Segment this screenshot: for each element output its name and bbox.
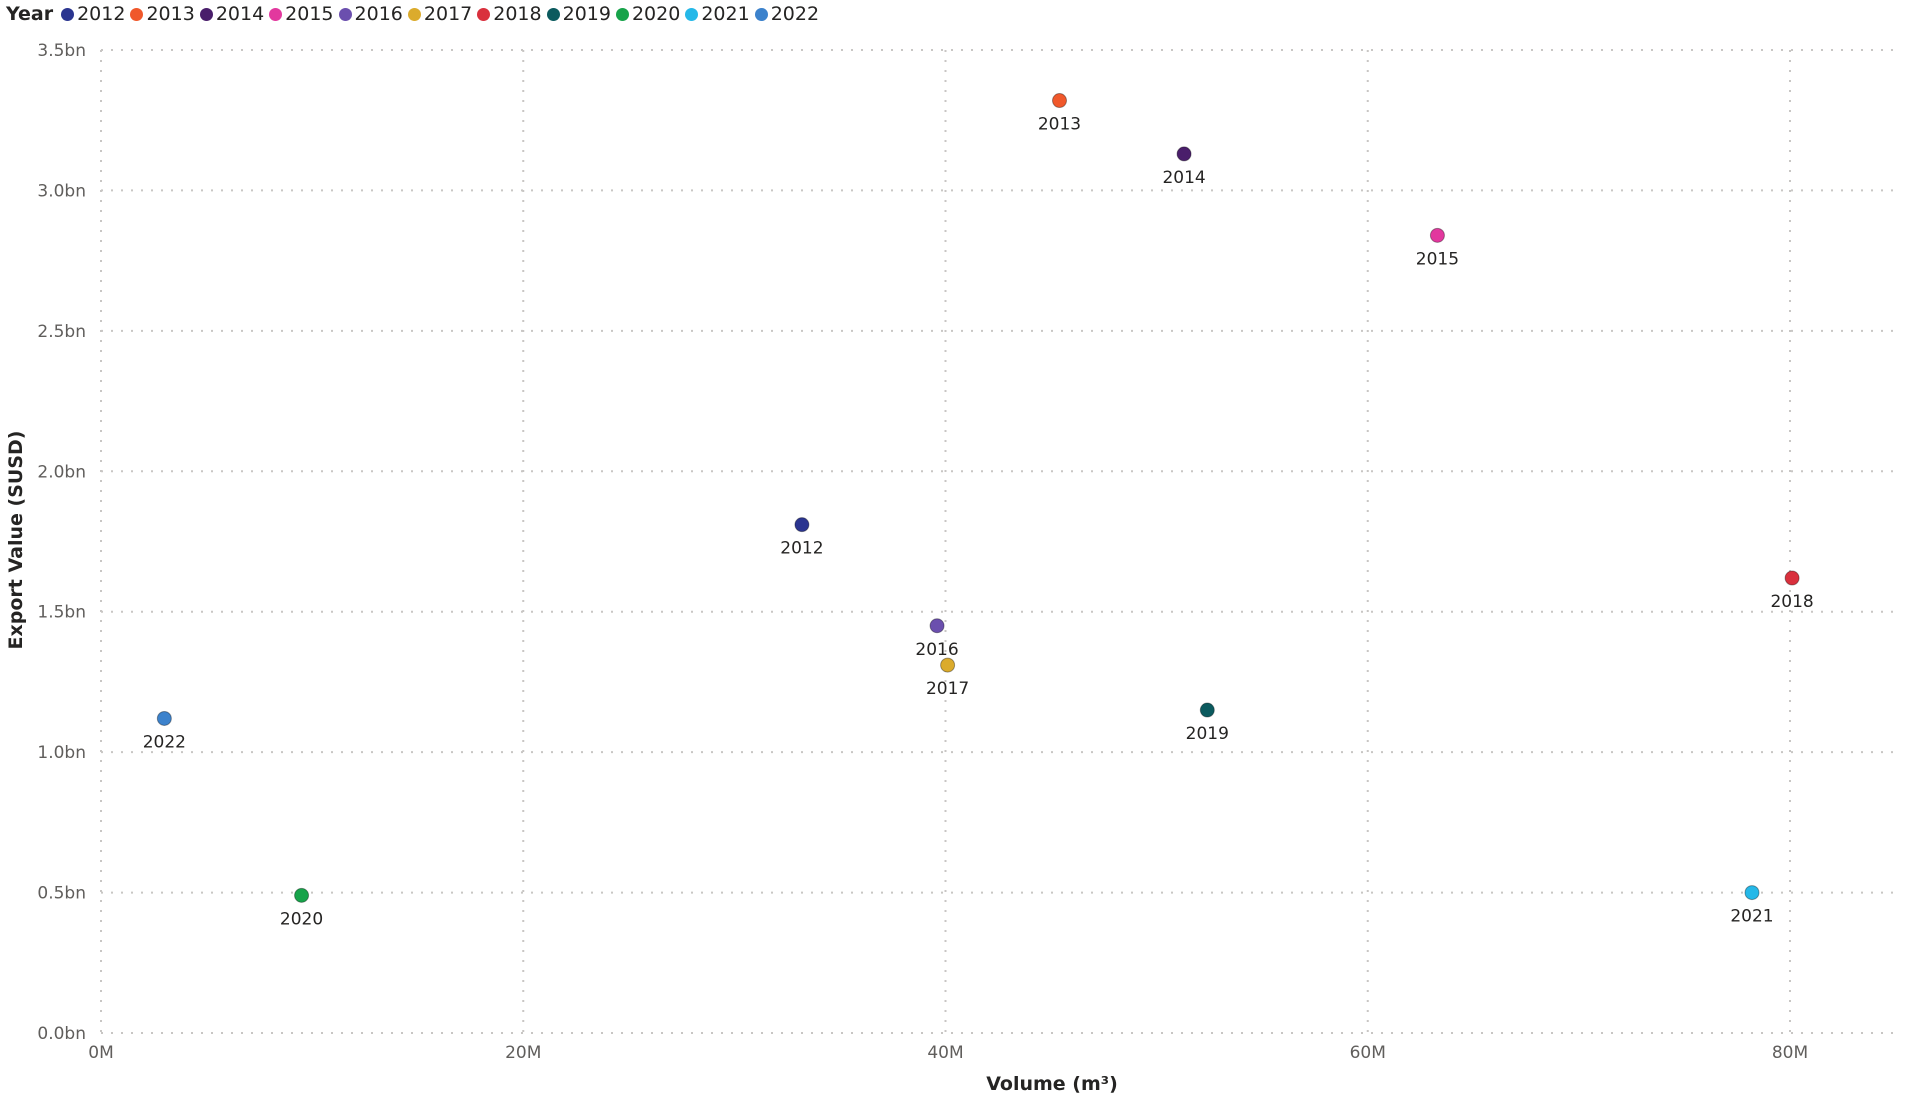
chart-legend: Year 2012 2013 2014 2015 2016 2017 2018 2019 202… [6,2,824,26]
y-tick-label: 0.5bn [37,884,86,904]
legend-item-2018[interactable]: 2018 [477,3,542,25]
point-label: 2019 [1186,724,1229,744]
point-marker[interactable] [940,657,956,673]
legend-label: 2022 [770,3,820,25]
y-tick-label: 1.5bn [37,603,86,623]
y-axis-label: Export Value (SUSD) [5,431,27,650]
data-point-2016[interactable]: 2016 [915,618,959,660]
legend-item-2017[interactable]: 2017 [407,3,473,25]
point-marker[interactable] [1429,227,1445,243]
data-point-2015[interactable]: 2015 [1416,227,1459,269]
data-point-2017[interactable]: 2017 [926,657,969,699]
legend-marker-icon [477,7,491,21]
x-tick-label: 60M [1350,1043,1386,1063]
point-marker[interactable] [156,710,172,726]
legend-label: 2012 [77,3,126,25]
legend-item-2013[interactable]: 2013 [130,3,195,25]
x-tick-label: 80M [1772,1043,1808,1063]
legend-label: 2016 [354,3,403,25]
legend-label: 2019 [562,3,611,25]
legend-label: 2014 [215,3,265,25]
point-marker[interactable] [1744,885,1760,901]
x-axis-label: Volume (m³) [986,1073,1118,1095]
point-label: 2018 [1770,592,1813,612]
point-label: 2021 [1730,907,1773,927]
legend-label: 2015 [285,3,334,25]
gridlines [100,49,1900,1034]
legend-item-2016[interactable]: 2016 [338,3,403,25]
data-point-2013[interactable]: 2013 [1038,93,1081,135]
data-point-2019[interactable]: 2019 [1186,702,1229,744]
x-tick-label: 0M [88,1043,113,1063]
legend-marker-icon [61,7,75,21]
point-label: 2020 [280,909,323,929]
point-label: 2016 [915,640,958,660]
point-label: 2015 [1416,249,1459,269]
point-marker[interactable] [1052,93,1068,109]
y-tick-label: 3.0bn [37,181,86,201]
legend-marker-icon [615,7,629,21]
point-marker[interactable] [1176,146,1192,162]
legend-marker-icon [199,7,213,21]
y-tick-label: 2.0bn [37,462,86,482]
legend-marker-icon [338,7,352,21]
legend-marker-icon [685,7,699,21]
data-points: 2012 2013 2014 2015 2016 2017 2018 2019 2020 2021… [143,93,1814,929]
legend-items: 2012 2013 2014 2015 2016 2017 2018 2019 2020 2021… [61,3,824,25]
legend-item-2022[interactable]: 2022 [754,3,820,25]
legend-item-2014[interactable]: 2014 [199,3,265,25]
legend-item-2021[interactable]: 2021 [685,3,750,25]
legend-marker-icon [546,7,560,21]
data-point-2014[interactable]: 2014 [1162,146,1206,188]
legend-marker-icon [407,7,421,21]
legend-label: 2020 [631,3,681,25]
legend-label: 2018 [493,3,542,25]
x-axis-ticks: 0M 20M 40M 60M 80M [88,1043,1808,1063]
y-tick-label: 3.5bn [37,41,86,61]
point-marker[interactable] [294,887,310,903]
data-point-2021[interactable]: 2021 [1730,885,1774,927]
legend-title: Year [6,3,54,25]
legend-marker-icon [130,7,144,21]
legend-marker-icon [269,7,283,21]
data-point-2018[interactable]: 2018 [1770,570,1814,612]
point-marker[interactable] [929,618,945,634]
x-tick-label: 20M [505,1043,541,1063]
data-point-2012[interactable]: 2012 [780,517,824,559]
legend-item-2015[interactable]: 2015 [269,3,334,25]
y-tick-label: 0.0bn [37,1024,86,1044]
y-axis-ticks: 0.0bn 0.5bn 1.0bn 1.5bn 2.0bn 2.5bn 3.0bn 3.5bn [37,41,86,1044]
legend-marker-icon [754,7,768,21]
legend-item-2019[interactable]: 2019 [546,3,611,25]
x-tick-label: 40M [927,1043,963,1063]
legend-item-2020[interactable]: 2020 [615,3,681,25]
legend-label: 2013 [146,3,195,25]
point-marker[interactable] [1199,702,1215,718]
point-marker[interactable] [794,517,810,533]
legend-label: 2017 [423,3,473,25]
y-tick-label: 2.5bn [37,322,86,342]
point-marker[interactable] [1784,570,1800,586]
legend-label: 2021 [701,3,750,25]
data-point-2020[interactable]: 2020 [280,887,323,929]
data-point-2022[interactable]: 2022 [143,710,186,752]
point-label: 2014 [1162,168,1205,188]
y-tick-label: 1.0bn [37,743,86,763]
point-label: 2012 [780,539,823,559]
point-label: 2022 [143,732,186,752]
legend-item-2012[interactable]: 2012 [61,3,125,25]
point-label: 2017 [926,679,969,699]
point-label: 2013 [1038,115,1081,135]
